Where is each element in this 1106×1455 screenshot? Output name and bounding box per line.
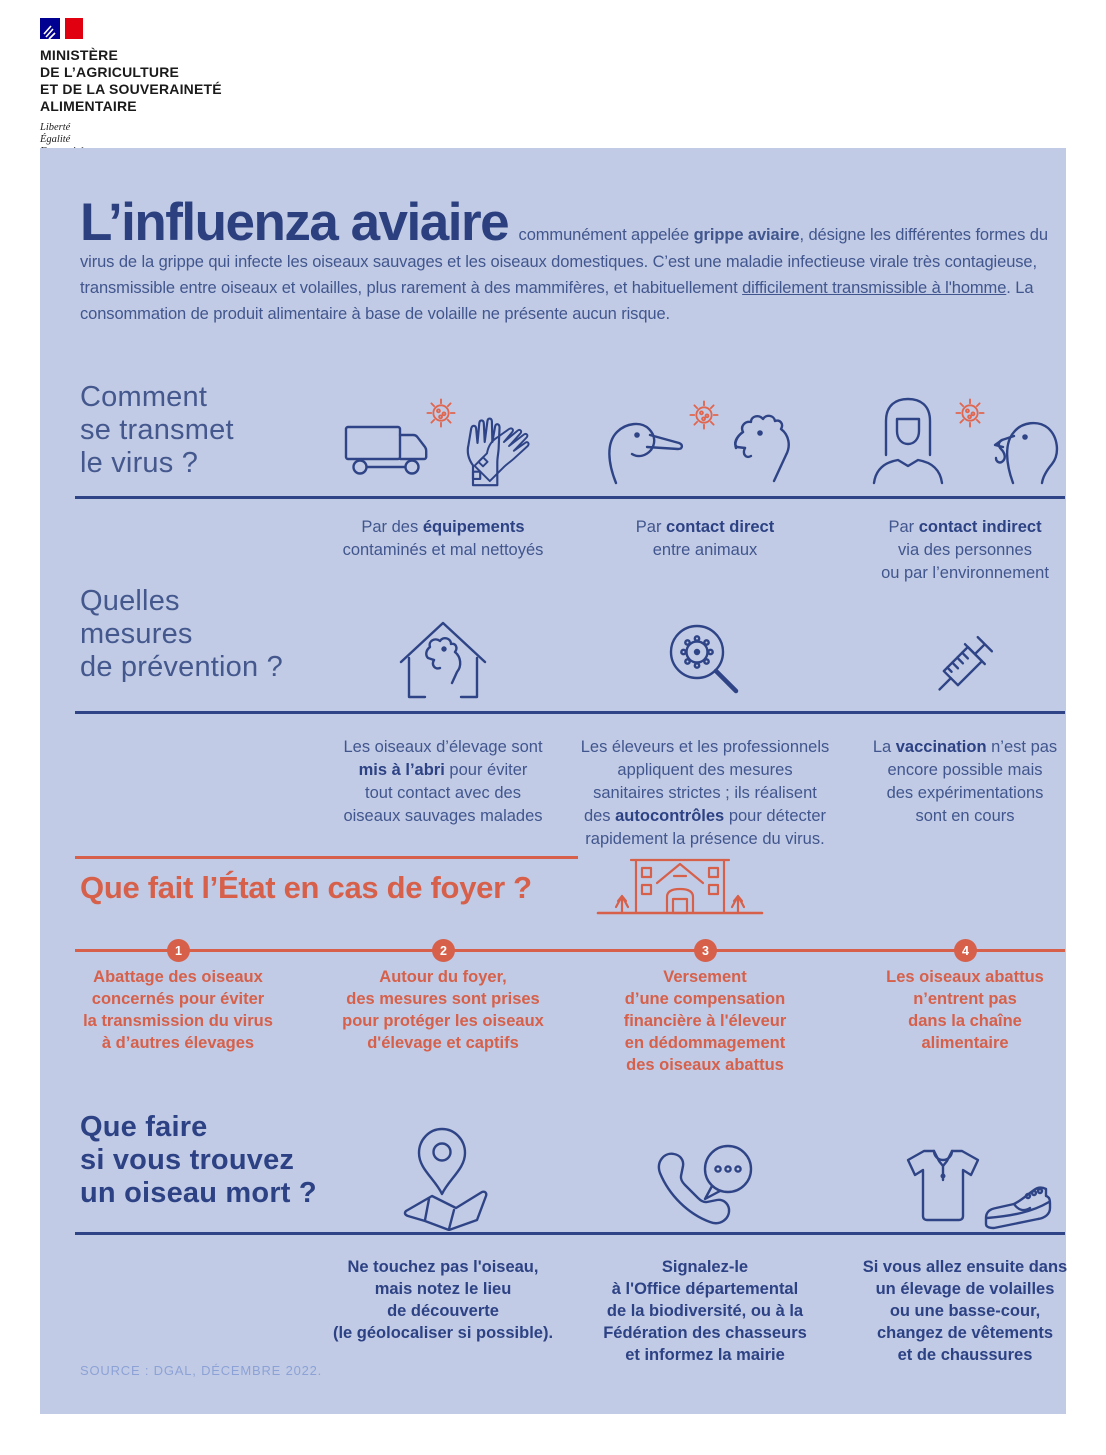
step-2-badge: 2	[432, 939, 455, 962]
steps-timeline	[75, 949, 1065, 952]
caption-self-checks: Les éleveurs et les professionnels appliq…	[580, 738, 830, 848]
section-state-rule	[75, 856, 578, 859]
henhouse-shelter-icon	[399, 621, 487, 699]
caption-equipment: Par des équipements contaminés et mal net…	[342, 518, 544, 559]
duck-chicken-virus-icon	[608, 400, 790, 485]
caption-indirect-contact: Par contact indirect via des personnes ou …	[881, 518, 1049, 582]
step-4-text: Les oiseaux abattus n’entrent pas dans la …	[886, 968, 1044, 1052]
section-transmission-rule	[75, 496, 1065, 499]
french-flag-icon	[40, 18, 83, 40]
page-title: L’influenza aviaire	[80, 193, 510, 252]
intro-text: communément appelée grippe aviaire, dési…	[80, 226, 1048, 323]
section-prevention-rule	[75, 711, 1065, 714]
step-1-badge: 1	[167, 939, 190, 962]
ministry-name: MINISTÈRE DE L’AGRICULTURE ET DE LA SOUV…	[40, 47, 222, 114]
ministry-logo: MINISTÈRE DE L’AGRICULTURE ET DE LA SOUV…	[40, 16, 340, 158]
caption-report: Signalez-le à l'Office départemental de la…	[603, 1258, 807, 1364]
source-note: SOURCE : DGAL, DÉCEMBRE 2022.	[80, 1363, 323, 1378]
step-4-badge: 4	[954, 939, 977, 962]
caption-do-not-touch: Ne touchez pas l'oiseau, mais notez le li…	[332, 1258, 554, 1342]
section-transmission-heading: Comment se transmet le virus ?	[80, 381, 234, 479]
phone-report-icon	[657, 1144, 753, 1225]
step-3-badge: 3	[694, 939, 717, 962]
caption-shelter: Les oiseaux d’élevage sont mis à l’abri p…	[343, 738, 543, 825]
step-1-text: Abattage des oiseaux concernés pour évite…	[83, 968, 273, 1052]
step-3-text: Versement d’une compensation financière à …	[623, 968, 787, 1074]
section-state-heading: Que fait l’État en cas de foyer ?	[80, 870, 532, 905]
clothes-shoes-icon	[906, 1149, 1052, 1230]
truck-gloves-virus-icon	[344, 398, 535, 487]
magnifier-virus-icon	[669, 624, 739, 694]
person-turkey-virus-icon	[872, 397, 1059, 485]
caption-change-clothes: Si vous allez ensuite dans un élevage de …	[862, 1258, 1068, 1364]
section-dead-bird-heading: Que faire si vous trouvez un oiseau mort ?	[80, 1111, 317, 1209]
intro-paragraph: L’influenza aviaire communément appelée …	[80, 196, 1065, 327]
syringe-icon	[938, 635, 994, 691]
section-dead-bird-rule	[75, 1232, 1065, 1235]
section-prevention-heading: Quelles mesures de prévention ?	[80, 585, 283, 683]
infographic-panel: L’influenza aviaire communément appelée …	[40, 148, 1067, 1414]
caption-direct-contact: Par contact direct entre animaux	[635, 518, 775, 559]
step-2-text: Autour du foyer, des mesures sont prises p…	[342, 968, 544, 1052]
caption-vaccination: La vaccination n’est pas encore possible …	[872, 738, 1058, 825]
town-hall-icon	[596, 858, 764, 915]
map-location-icon	[403, 1127, 488, 1231]
